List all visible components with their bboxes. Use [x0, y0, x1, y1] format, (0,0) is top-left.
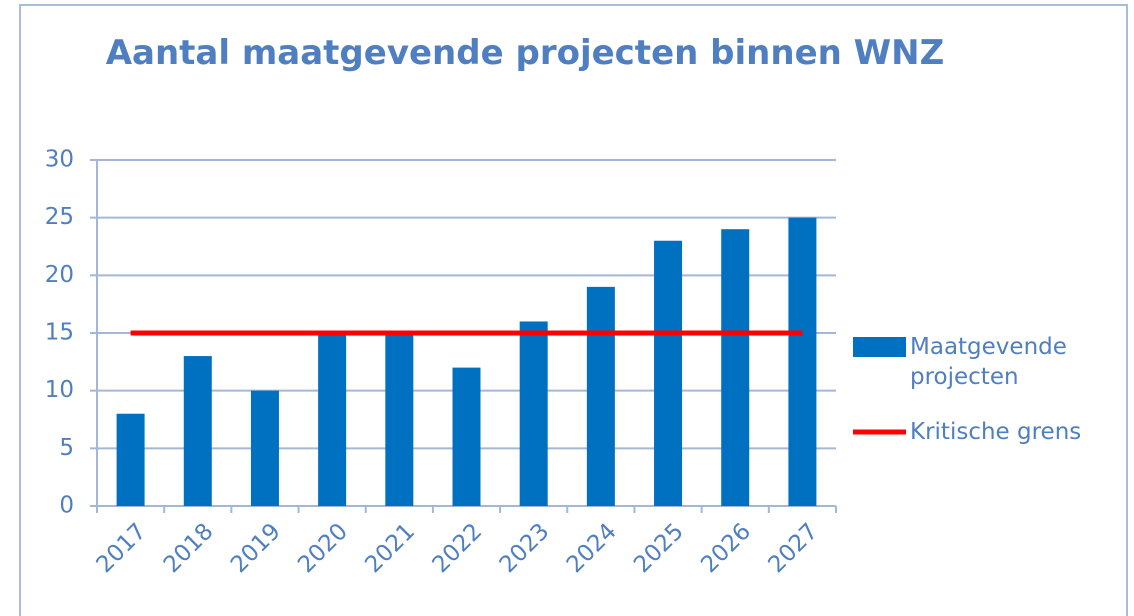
legend-label: Kritische grens	[910, 419, 1082, 445]
bar	[385, 333, 414, 506]
bar	[788, 217, 817, 506]
bar	[654, 240, 683, 506]
bar	[183, 356, 212, 506]
bar	[519, 321, 548, 506]
x-tick-label: 2026	[696, 518, 756, 578]
y-tick-label: 30	[45, 147, 74, 173]
x-tick-label: 2024	[562, 518, 622, 578]
y-tick-label: 25	[45, 204, 74, 230]
legend-swatch	[853, 337, 906, 357]
x-tick-label: 2023	[495, 518, 555, 578]
bar	[250, 390, 279, 506]
y-tick-label: 10	[45, 377, 74, 403]
x-tick-label: 2020	[293, 518, 353, 578]
bar	[452, 367, 481, 506]
y-tick-label: 15	[45, 320, 74, 346]
y-tick-label: 20	[45, 262, 74, 288]
legend-label: Maatgevende projecten	[910, 334, 1067, 390]
x-tick-label: 2017	[92, 518, 152, 578]
bar	[116, 413, 145, 506]
y-tick-label: 5	[59, 435, 74, 461]
x-tick-label: 2025	[629, 518, 689, 578]
x-tick-label: 2019	[226, 518, 286, 578]
bar	[721, 229, 750, 506]
chart-frame	[19, 4, 1128, 616]
x-tick-label: 2018	[159, 518, 219, 578]
bar	[318, 333, 347, 506]
chart-title: Aantal maatgevende projecten binnen WNZ	[105, 33, 945, 73]
bar	[586, 286, 615, 506]
y-tick-label: 0	[59, 493, 74, 519]
x-tick-label: 2021	[360, 518, 420, 578]
x-tick-label: 2022	[428, 518, 488, 578]
x-tick-label: 2027	[763, 518, 823, 578]
